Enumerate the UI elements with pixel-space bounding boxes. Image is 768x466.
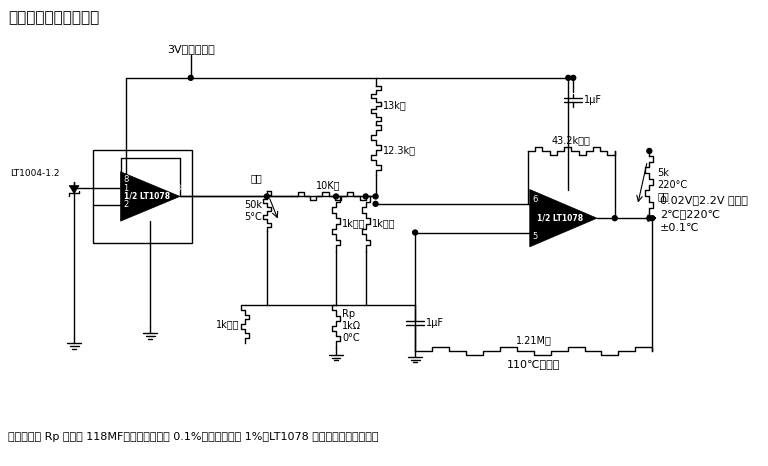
- Circle shape: [264, 194, 270, 199]
- Circle shape: [333, 194, 339, 199]
- Text: 6: 6: [533, 195, 538, 204]
- Text: 1.21M＊: 1.21M＊: [516, 335, 551, 345]
- Text: LT1004-1.2: LT1004-1.2: [10, 169, 59, 178]
- Text: 注：钓电阱 Rp 型号为 118MF，＊＊电阱精度 0.1%，＊电阱精度 1%。LT1078 为单电源精密双运放。: 注：钓电阱 Rp 型号为 118MF，＊＊电阱精度 0.1%，＊电阱精度 1%。…: [8, 432, 379, 442]
- Circle shape: [612, 216, 617, 220]
- Text: 1k＊＊: 1k＊＊: [372, 219, 395, 229]
- Polygon shape: [69, 185, 79, 193]
- Text: 43.2k＊＊: 43.2k＊＊: [552, 135, 591, 145]
- Polygon shape: [530, 190, 597, 247]
- Text: 0.02V～2.2V 输出＝: 0.02V～2.2V 输出＝: [660, 195, 748, 206]
- Text: 1/2 LT1078: 1/2 LT1078: [537, 214, 583, 223]
- Text: 8: 8: [124, 175, 129, 184]
- Text: 2: 2: [124, 200, 129, 209]
- Circle shape: [373, 194, 378, 199]
- Text: 4: 4: [147, 212, 153, 221]
- Text: 5k
220°C
调节: 5k 220°C 调节: [657, 168, 687, 201]
- Text: 1k＊＊: 1k＊＊: [342, 219, 366, 229]
- Bar: [93, 150, 192, 243]
- Text: 10K＊: 10K＊: [316, 180, 341, 191]
- Text: 2℃～220℃: 2℃～220℃: [660, 209, 720, 219]
- Text: 50k
5°C: 50k 5°C: [244, 200, 262, 222]
- Circle shape: [571, 75, 576, 80]
- Circle shape: [650, 216, 655, 220]
- Circle shape: [412, 230, 418, 235]
- Text: Rp
1kΩ
0°C: Rp 1kΩ 0°C: [342, 309, 361, 343]
- Text: 用途：用于温度测量。: 用途：用于温度测量。: [8, 11, 99, 26]
- Circle shape: [566, 75, 571, 80]
- Text: 1/2 LT1078: 1/2 LT1078: [124, 192, 170, 201]
- Circle shape: [373, 201, 378, 206]
- Text: 1μF: 1μF: [584, 95, 602, 104]
- Polygon shape: [121, 172, 180, 221]
- Circle shape: [363, 194, 368, 199]
- Text: 3V（锂电池）: 3V（锂电池）: [167, 44, 214, 54]
- Text: 12.3k＊: 12.3k＊: [382, 145, 415, 155]
- Circle shape: [188, 75, 194, 80]
- Circle shape: [647, 216, 652, 220]
- Text: 调节: 调节: [250, 174, 262, 184]
- Text: 1k＊＊: 1k＊＊: [216, 319, 239, 329]
- Text: 3: 3: [175, 184, 180, 193]
- Text: 1μF: 1μF: [426, 318, 444, 329]
- Circle shape: [647, 149, 652, 153]
- Text: 7: 7: [589, 206, 594, 215]
- Text: 5: 5: [533, 233, 538, 241]
- Text: ±0.1℃: ±0.1℃: [660, 223, 700, 233]
- Text: 110℃时选择: 110℃时选择: [507, 358, 561, 369]
- Text: 1: 1: [124, 184, 129, 193]
- Text: 13k＊: 13k＊: [382, 101, 406, 110]
